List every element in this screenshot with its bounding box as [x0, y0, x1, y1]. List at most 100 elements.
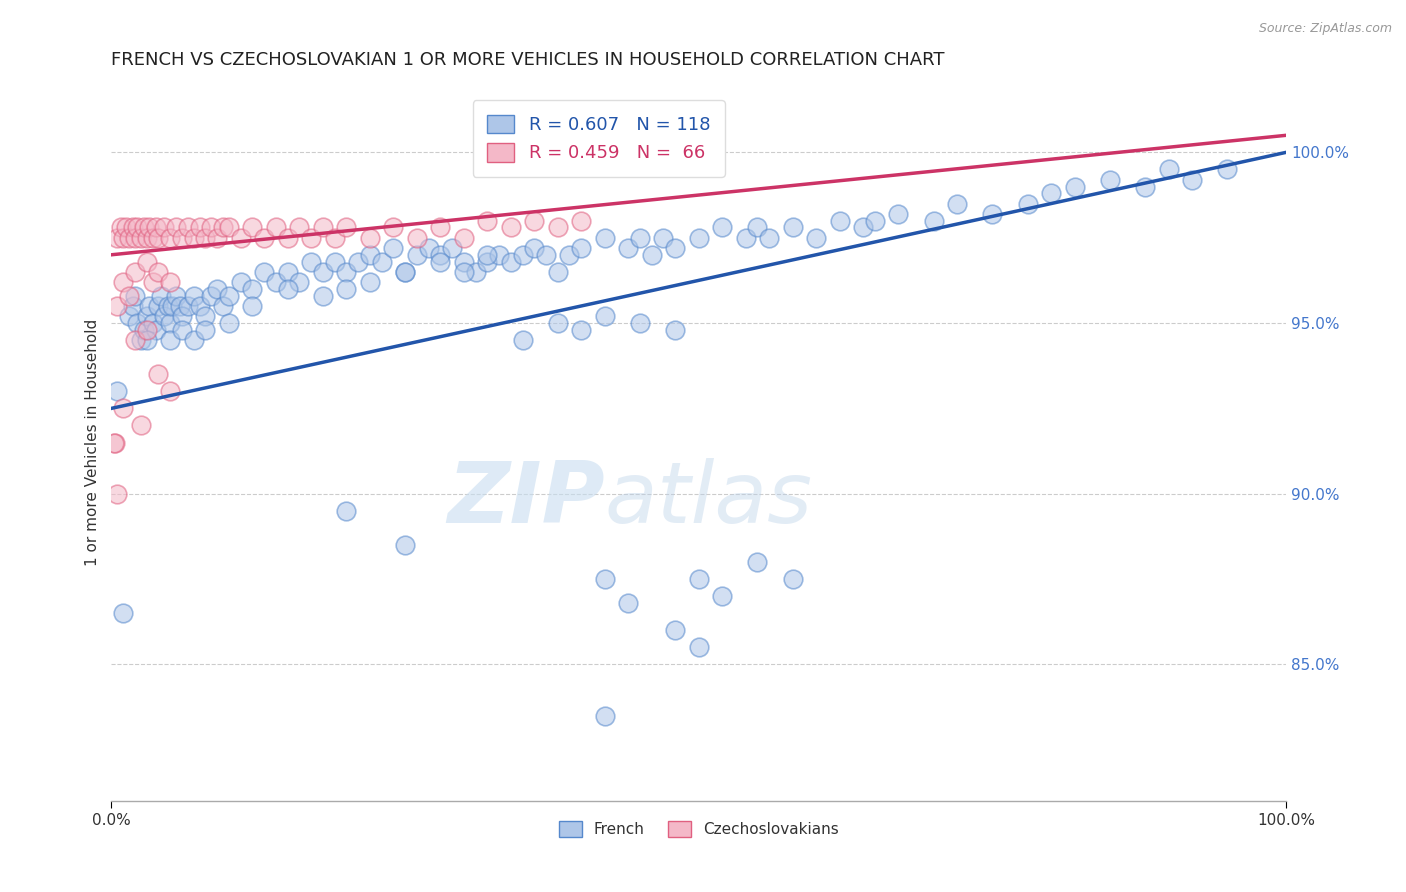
Point [359, 275, 381, 289]
Point [212, 220, 235, 235]
Point [370, 254, 392, 268]
Point [124, 333, 146, 347]
Point [593, 230, 616, 244]
Point [129, 418, 152, 433]
Point [1040, 186, 1063, 201]
Point [664, 624, 686, 638]
Point [124, 289, 146, 303]
Point [299, 254, 322, 268]
Point [218, 316, 240, 330]
Point [312, 265, 335, 279]
Point [711, 220, 734, 235]
Point [747, 555, 769, 569]
Point [569, 323, 592, 337]
Point [129, 230, 152, 244]
Point [141, 275, 163, 289]
Point [145, 220, 167, 235]
Point [1216, 162, 1239, 177]
Point [112, 275, 135, 289]
Point [464, 265, 486, 279]
Point [593, 708, 616, 723]
Point [523, 241, 546, 255]
Point [429, 254, 451, 268]
Point [277, 282, 299, 296]
Point [129, 333, 152, 347]
Point [170, 323, 193, 337]
Point [499, 254, 522, 268]
Point [162, 299, 184, 313]
Point [558, 248, 581, 262]
Point [188, 220, 211, 235]
Point [118, 310, 141, 324]
Point [183, 333, 205, 347]
Point [617, 596, 640, 610]
Point [229, 275, 252, 289]
Point [512, 248, 534, 262]
Point [112, 606, 135, 620]
Point [110, 220, 132, 235]
Point [1181, 172, 1204, 186]
Point [212, 299, 235, 313]
Point [405, 248, 427, 262]
Point [177, 299, 200, 313]
Point [105, 486, 128, 500]
Point [112, 401, 135, 416]
Point [103, 435, 125, 450]
Point [981, 207, 1004, 221]
Point [922, 213, 945, 227]
Point [477, 213, 499, 227]
Point [112, 230, 135, 244]
Point [852, 220, 875, 235]
Point [200, 289, 222, 303]
Point [1017, 196, 1039, 211]
Point [664, 323, 686, 337]
Point [1098, 172, 1121, 186]
Point [499, 220, 522, 235]
Point [477, 248, 499, 262]
Point [264, 220, 287, 235]
Point [534, 248, 557, 262]
Point [218, 220, 240, 235]
Point [593, 310, 616, 324]
Point [547, 220, 569, 235]
Text: FRENCH VS CZECHOSLOVAKIAN 1 OR MORE VEHICLES IN HOUSEHOLD CORRELATION CHART: FRENCH VS CZECHOSLOVAKIAN 1 OR MORE VEHI… [111, 51, 945, 69]
Point [194, 310, 217, 324]
Point [547, 265, 569, 279]
Point [104, 435, 127, 450]
Point [170, 310, 193, 324]
Point [218, 289, 240, 303]
Point [382, 220, 405, 235]
Point [569, 213, 592, 227]
Point [159, 316, 181, 330]
Point [382, 241, 405, 255]
Point [323, 230, 346, 244]
Point [547, 316, 569, 330]
Point [148, 299, 170, 313]
Point [405, 230, 427, 244]
Point [114, 220, 136, 235]
Point [159, 384, 181, 399]
Point [165, 220, 187, 235]
Point [512, 333, 534, 347]
Point [229, 230, 252, 244]
Point [118, 289, 141, 303]
Point [159, 333, 181, 347]
Point [277, 230, 299, 244]
Point [138, 299, 160, 313]
Point [359, 230, 381, 244]
Point [240, 299, 263, 313]
Point [148, 368, 170, 382]
Legend: French, Czechoslovakians: French, Czechoslovakians [553, 815, 845, 844]
Point [418, 241, 440, 255]
Point [335, 282, 357, 296]
Point [105, 299, 128, 313]
Point [145, 323, 167, 337]
Point [1133, 179, 1156, 194]
Point [277, 265, 299, 279]
Point [240, 220, 263, 235]
Point [429, 220, 451, 235]
Point [127, 220, 149, 235]
Point [664, 241, 686, 255]
Text: ZIP: ZIP [447, 458, 605, 541]
Point [429, 248, 451, 262]
